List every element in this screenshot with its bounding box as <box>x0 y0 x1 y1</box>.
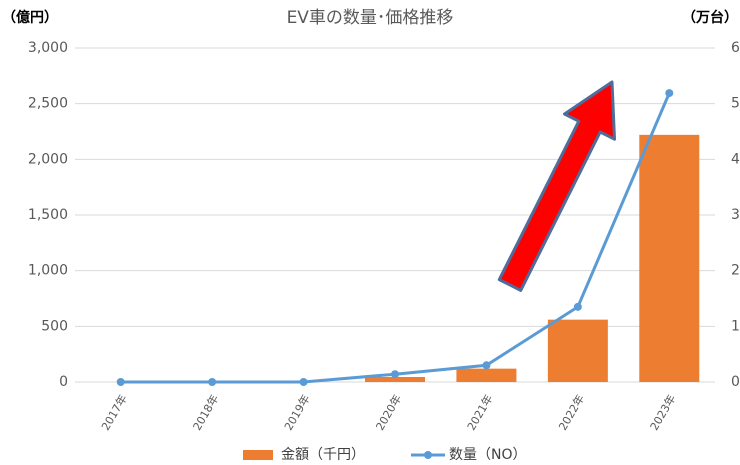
line-point <box>391 370 399 379</box>
bar <box>365 376 425 382</box>
chart-title: EV車の数量･価格推移 <box>287 8 454 28</box>
line-point <box>208 378 217 386</box>
y2-tick-label: 4 <box>731 151 740 167</box>
y-tick-label: 2,500 <box>28 96 68 112</box>
y-tick-label: 500 <box>41 318 68 334</box>
x-tick-label: 2019年 <box>281 392 313 433</box>
x-tick-label: 2022年 <box>555 392 587 433</box>
legend-swatch <box>243 450 273 460</box>
y-tick-label: 1,000 <box>28 263 68 279</box>
y2-tick-label: 0 <box>731 374 740 390</box>
line-point <box>665 89 674 98</box>
y2-tick-label: 5 <box>731 96 740 112</box>
bar <box>547 319 608 382</box>
y2-tick-label: 3 <box>731 207 740 223</box>
legend-label: 金額（千円） <box>281 447 365 463</box>
legend-swatch <box>424 451 432 459</box>
y-tick-label: 3,000 <box>28 40 68 56</box>
bar <box>639 134 700 382</box>
y2-tick-label: 2 <box>731 263 740 279</box>
trend-arrow <box>497 80 616 292</box>
y2-tick-label: 1 <box>731 318 740 334</box>
y-tick-label: 2,000 <box>28 151 68 167</box>
bar <box>456 368 517 382</box>
y2-axis-label: （万台） <box>682 9 738 26</box>
legend-label: 数量（NO） <box>449 447 527 463</box>
y-axis-label: （億円） <box>2 9 58 26</box>
line-point <box>482 361 491 370</box>
y-tick-label: 0 <box>59 374 68 390</box>
x-tick-label: 2018年 <box>190 392 222 433</box>
y-tick-label: 1,500 <box>28 207 68 223</box>
x-tick-label: 2017年 <box>98 392 130 433</box>
line-point <box>573 302 582 311</box>
x-tick-label: 2021年 <box>464 392 496 433</box>
line-point <box>299 378 308 386</box>
line-point <box>116 378 125 386</box>
y2-tick-label: 6 <box>731 40 740 56</box>
x-tick-label: 2020年 <box>373 392 405 433</box>
x-tick-label: 2023年 <box>647 392 679 433</box>
